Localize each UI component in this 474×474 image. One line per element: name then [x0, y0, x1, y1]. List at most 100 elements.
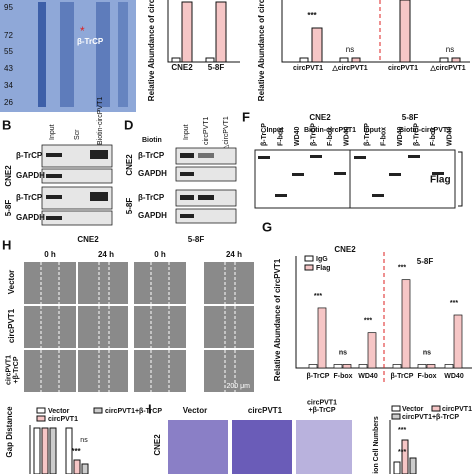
cell-line: 5-8F — [4, 200, 13, 217]
marker: 95 — [4, 3, 13, 12]
legend-label: circPVT1+β-TrCP — [402, 414, 459, 421]
bar — [451, 57, 461, 63]
marker: 34 — [4, 81, 13, 90]
legend-swatch — [431, 405, 441, 412]
lane-label: △circPVT1 — [223, 116, 230, 150]
gel-lanes — [38, 2, 128, 107]
lane-label: β-TrCP — [364, 123, 371, 146]
legend-swatch — [304, 255, 314, 262]
lane-label: circPVT1 — [203, 117, 210, 146]
wound-image — [24, 350, 76, 392]
lane-label: F-box — [380, 127, 387, 146]
col-label: circPVT1 +β-TrCP — [307, 399, 337, 414]
cell-line: CNE2 — [309, 113, 331, 122]
bar — [401, 279, 411, 369]
lane-label: Scr — [74, 129, 81, 140]
significance: *** — [307, 11, 317, 20]
wound-image — [204, 262, 254, 304]
significance: *** — [71, 447, 81, 456]
row-label: GAPDH — [138, 169, 167, 178]
x-label: CNE2 — [171, 63, 193, 72]
legend-swatch — [93, 407, 103, 414]
panel-label: B — [2, 117, 11, 132]
image — [296, 420, 352, 474]
legend-swatch — [36, 407, 46, 414]
flag-label: Flag — [430, 175, 451, 186]
x-label: circPVT1 — [388, 65, 418, 72]
time: 0 h — [44, 250, 56, 259]
bar — [358, 364, 368, 369]
bar — [181, 1, 193, 63]
legend-swatch — [36, 415, 46, 422]
row-label: GAPDH — [16, 171, 45, 180]
axis — [167, 0, 240, 63]
marker: 26 — [4, 98, 13, 107]
legend-label: Vector — [48, 408, 70, 415]
image — [168, 420, 228, 474]
significance: ns — [80, 437, 88, 444]
bar — [439, 57, 449, 63]
x-tick-label: F-box — [417, 373, 436, 380]
x-tick-label: WD40 — [358, 373, 378, 380]
cell-line: 5-8F — [125, 198, 134, 215]
time: 0 h — [154, 250, 166, 259]
y-label: Relative Abundance of circPVT1 — [273, 258, 282, 381]
legend-label: circPVT1+β-TrCP — [105, 408, 162, 415]
axis — [295, 256, 472, 369]
wound-image — [134, 262, 186, 304]
bands — [258, 155, 444, 197]
biotin-label: Biotin — [142, 137, 162, 144]
significance: *** — [398, 427, 406, 434]
significance: ns — [339, 349, 347, 356]
x-label: circPVT1 — [293, 65, 323, 72]
group: Input — [363, 127, 381, 134]
significance: *** — [314, 293, 322, 300]
row-label: circPVT1+β-TrCP — [5, 355, 20, 385]
lane-label: F-box — [327, 127, 334, 146]
row-label: β-TrCP — [16, 193, 43, 202]
x-label: 5-8F — [208, 63, 225, 72]
y-label: Relative Abundance of circPVT1 — [257, 0, 266, 101]
lane-label: F-box — [277, 127, 284, 146]
group: 5-8F — [417, 257, 434, 266]
bar — [444, 364, 454, 369]
bar — [205, 57, 215, 63]
bar — [339, 57, 349, 63]
significance: *** — [450, 300, 458, 307]
x-tick-label: β-TrCP — [391, 373, 414, 380]
cell-line: 5-8F — [402, 113, 419, 122]
legend-label: circPVT1 — [48, 416, 78, 423]
legend-swatch — [304, 264, 314, 271]
significance: *** — [398, 449, 406, 456]
panel-label: D — [124, 117, 133, 132]
lane-label: F-box — [430, 127, 437, 146]
cell-line: 5-8F — [188, 235, 205, 244]
row-label: CNE2 — [153, 434, 162, 456]
protein-label: β-TrCP — [77, 37, 104, 46]
bar — [367, 332, 377, 369]
bar — [342, 364, 352, 369]
blot — [175, 208, 237, 224]
wound-image — [78, 350, 128, 392]
significance: ns — [446, 45, 454, 54]
lane-label: WD40 — [446, 126, 453, 146]
bands — [180, 153, 214, 218]
wound-image — [78, 262, 128, 304]
col-label: circPVT1 — [248, 406, 283, 415]
significance: *** — [398, 265, 406, 272]
x-label: △circPVT1 — [429, 65, 465, 72]
marker: 55 — [4, 47, 13, 56]
bar — [215, 1, 227, 63]
group: Input — [266, 127, 284, 134]
time: 24 h — [98, 250, 114, 259]
bar — [311, 27, 323, 63]
bar — [351, 57, 361, 63]
panel-label: F — [242, 109, 250, 124]
star: * — [80, 24, 85, 38]
legend-label: Vector — [402, 406, 424, 413]
marker: 72 — [4, 31, 13, 40]
wound-image — [134, 350, 186, 392]
axis — [281, 0, 470, 63]
wound-image — [78, 306, 128, 348]
cell-line: CNE2 — [4, 165, 13, 187]
